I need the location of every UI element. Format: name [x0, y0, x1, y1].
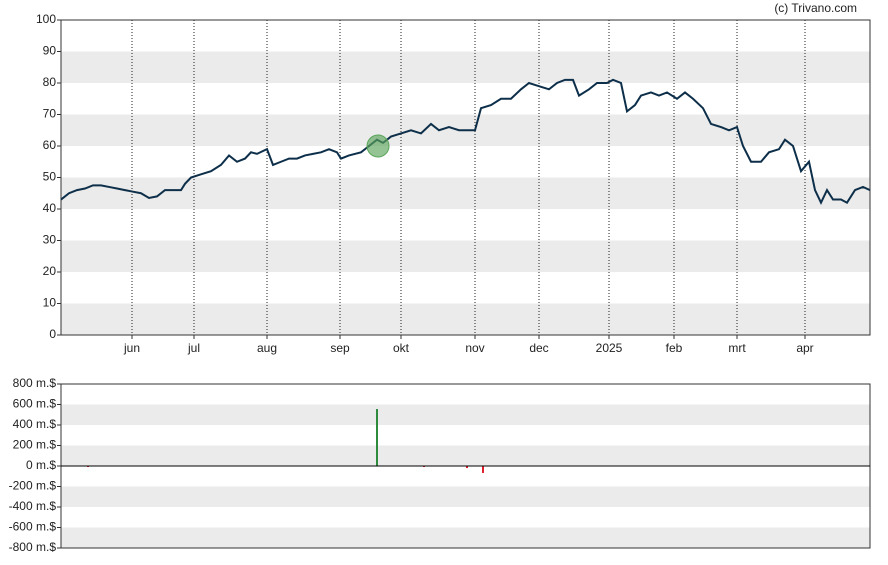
- grid-band: [61, 240, 870, 272]
- y-tick-label: 90: [43, 44, 57, 58]
- x-tick-label: jul: [187, 341, 200, 355]
- grid-band: [61, 404, 870, 425]
- grid-band: [61, 177, 870, 209]
- source-credit: (c) Trivano.com: [774, 1, 857, 15]
- y-tick-label: 200 m.$: [13, 438, 57, 452]
- grid-band: [61, 303, 870, 335]
- price-line: [60, 78, 871, 206]
- y-tick-label: -800 m.$: [9, 540, 57, 554]
- bar: [466, 466, 468, 469]
- x-tick-label: feb: [666, 341, 683, 355]
- y-tick-label: 600 m.$: [13, 397, 57, 411]
- x-tick-label: sep: [330, 341, 350, 355]
- y-tick-label: 10: [43, 296, 57, 310]
- x-tick-label: 2025: [596, 341, 623, 355]
- x-tick-label: dec: [529, 341, 548, 355]
- y-tick-label: 40: [43, 201, 57, 215]
- bar: [423, 466, 425, 468]
- x-tick-label: apr: [796, 341, 813, 355]
- y-tick-label: 800 m.$: [13, 376, 57, 390]
- bar: [87, 466, 89, 468]
- x-tick-label: mrt: [728, 341, 746, 355]
- y-tick-label: 60: [43, 138, 57, 152]
- y-tick-label: -200 m.$: [9, 479, 57, 493]
- y-tick-label: -600 m.$: [9, 520, 57, 534]
- y-tick-label: 70: [43, 107, 57, 121]
- plot-frame: [60, 19, 871, 336]
- grid-band: [61, 445, 870, 466]
- grid-band: [61, 527, 870, 548]
- x-tick-label: nov: [465, 341, 484, 355]
- y-tick-label: 80: [43, 75, 57, 89]
- x-tick-label: aug: [257, 341, 277, 355]
- grid-band: [61, 486, 870, 507]
- x-tick-label: okt: [393, 341, 410, 355]
- y-tick-label: 400 m.$: [13, 417, 57, 431]
- y-tick-label: 20: [43, 264, 57, 278]
- y-tick-label: 0: [49, 327, 56, 341]
- trade-marker: [366, 134, 390, 158]
- x-tick-label: jun: [123, 341, 140, 355]
- y-tick-label: 30: [43, 233, 57, 247]
- y-tick-label: -400 m.$: [9, 499, 57, 513]
- bar: [376, 409, 378, 466]
- grid-band: [61, 51, 870, 83]
- y-tick-label: 50: [43, 170, 57, 184]
- y-tick-label: 0 m.$: [26, 458, 56, 472]
- bar: [482, 466, 484, 473]
- y-tick-label: 100: [36, 12, 56, 26]
